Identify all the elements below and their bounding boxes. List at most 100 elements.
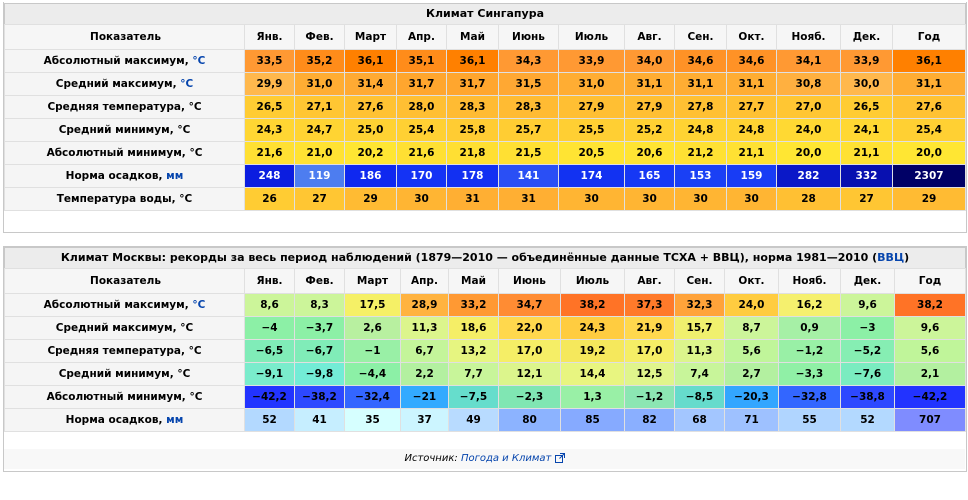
- month-header: Авг.: [624, 268, 675, 294]
- year-cell: 31,1: [892, 72, 966, 96]
- value-cell: 31,0: [558, 72, 625, 96]
- value-cell: 52: [840, 408, 895, 432]
- month-header: Янв.: [244, 268, 295, 294]
- value-cell: −5,2: [840, 339, 895, 363]
- value-cell: 141: [498, 164, 559, 188]
- value-cell: 36,1: [344, 49, 397, 73]
- value-cell: −2,3: [498, 385, 561, 409]
- value-cell: 34,0: [624, 49, 675, 73]
- value-cell: 31: [498, 187, 559, 211]
- source-link[interactable]: Погода и Климат: [461, 453, 565, 464]
- month-header: Июнь: [498, 24, 559, 50]
- unit-link[interactable]: мм: [166, 414, 184, 426]
- value-cell: −8,5: [674, 385, 725, 409]
- value-cell: 16,2: [778, 293, 841, 317]
- value-cell: 7,7: [448, 362, 499, 386]
- moscow-table-title: Климат Москвы: рекорды за весь период на…: [4, 247, 966, 268]
- value-cell: 5,6: [724, 339, 779, 363]
- value-cell: 8,7: [724, 316, 779, 340]
- month-header: Фев.: [294, 24, 345, 50]
- value-cell: 2,7: [724, 362, 779, 386]
- value-cell: 11,3: [400, 316, 449, 340]
- row-label: Абсолютный минимум, °C: [4, 385, 245, 409]
- value-cell: 24,1: [840, 118, 893, 142]
- value-cell: 27,9: [624, 95, 675, 119]
- value-cell: 28,3: [498, 95, 559, 119]
- value-cell: 30: [624, 187, 675, 211]
- value-cell: 15,7: [674, 316, 725, 340]
- value-cell: 21,9: [624, 316, 675, 340]
- row-label: Средняя температура, °C: [4, 95, 245, 119]
- value-cell: 27,0: [776, 95, 841, 119]
- unit-link[interactable]: °C: [192, 55, 206, 67]
- value-cell: 31,1: [726, 72, 777, 96]
- value-cell: 30: [396, 187, 447, 211]
- value-cell: 22,0: [498, 316, 561, 340]
- unit-link[interactable]: мм: [166, 170, 184, 182]
- value-cell: 26: [244, 187, 295, 211]
- value-cell: 31,1: [674, 72, 727, 96]
- month-header: Нояб.: [776, 24, 841, 50]
- year-cell: 707: [894, 408, 966, 432]
- vvc-link[interactable]: ВВЦ: [877, 251, 905, 264]
- value-cell: 24,7: [294, 118, 345, 142]
- value-cell: 35,2: [294, 49, 345, 73]
- value-cell: 282: [776, 164, 841, 188]
- row-label: Средний минимум, °C: [4, 362, 245, 386]
- value-cell: 27: [294, 187, 345, 211]
- year-cell: 5,6: [894, 339, 966, 363]
- row-label-text: Средний максимум,: [55, 78, 177, 90]
- value-cell: −21: [400, 385, 449, 409]
- value-cell: 19,2: [560, 339, 625, 363]
- value-cell: 27,6: [344, 95, 397, 119]
- value-cell: 25,0: [344, 118, 397, 142]
- value-cell: 21,5: [498, 141, 559, 165]
- source-link-text: Погода и Климат: [460, 453, 552, 464]
- year-cell: −42,2: [894, 385, 966, 409]
- value-cell: 20,0: [776, 141, 841, 165]
- row-label: Средняя температура, °C: [4, 339, 245, 363]
- row-label-text: Средний минимум, °C: [58, 124, 191, 136]
- table-row: Средняя температура, °C −6,5 −6,7 −1 6,7 13,2…: [4, 339, 966, 363]
- value-cell: 6,7: [400, 339, 449, 363]
- value-cell: −3,7: [294, 316, 345, 340]
- year-cell: 9,6: [894, 316, 966, 340]
- value-cell: 33,9: [840, 49, 893, 73]
- table-row: Средний максимум, °C −4 −3,7 2,6 11,3 18,6 22,…: [4, 316, 966, 340]
- value-cell: −1: [344, 339, 401, 363]
- row-label-text: Средняя температура, °C: [47, 345, 202, 357]
- value-cell: 178: [446, 164, 499, 188]
- value-cell: 7,4: [674, 362, 725, 386]
- row-label: Абсолютный максимум, °C: [4, 49, 245, 73]
- unit-link[interactable]: °C: [192, 299, 206, 311]
- month-header: Сен.: [674, 24, 727, 50]
- value-cell: 33,5: [244, 49, 295, 73]
- external-link-icon: [554, 453, 565, 463]
- value-cell: 27,1: [294, 95, 345, 119]
- month-header: Май: [448, 268, 499, 294]
- table-row: Абсолютный максимум, °C 33,5 35,2 36,1 35,1 3…: [4, 49, 966, 73]
- unit-link[interactable]: °C: [180, 78, 194, 90]
- value-cell: −9,8: [294, 362, 345, 386]
- month-header: Авг.: [624, 24, 675, 50]
- value-cell: 14,4: [560, 362, 625, 386]
- row-label-text: Абсолютный минимум, °C: [46, 147, 203, 159]
- row-label-text: Норма осадков,: [65, 170, 163, 182]
- value-cell: 17,0: [498, 339, 561, 363]
- value-cell: 2,2: [400, 362, 449, 386]
- moscow-climate-table: Климат Москвы: рекорды за весь период на…: [4, 247, 966, 432]
- value-cell: 25,8: [446, 118, 499, 142]
- value-cell: −7,6: [840, 362, 895, 386]
- source-line: Источник: Погода и Климат: [4, 449, 965, 469]
- value-cell: 17,0: [624, 339, 675, 363]
- row-label: Абсолютный максимум, °C: [4, 293, 245, 317]
- value-cell: 20,6: [624, 141, 675, 165]
- value-cell: 248: [244, 164, 295, 188]
- value-cell: 26,5: [244, 95, 295, 119]
- value-cell: 27: [840, 187, 893, 211]
- row-label: Абсолютный минимум, °C: [4, 141, 245, 165]
- value-cell: 31,5: [498, 72, 559, 96]
- row-label: Средний минимум, °C: [4, 118, 245, 142]
- value-cell: 68: [674, 408, 725, 432]
- value-cell: 80: [498, 408, 561, 432]
